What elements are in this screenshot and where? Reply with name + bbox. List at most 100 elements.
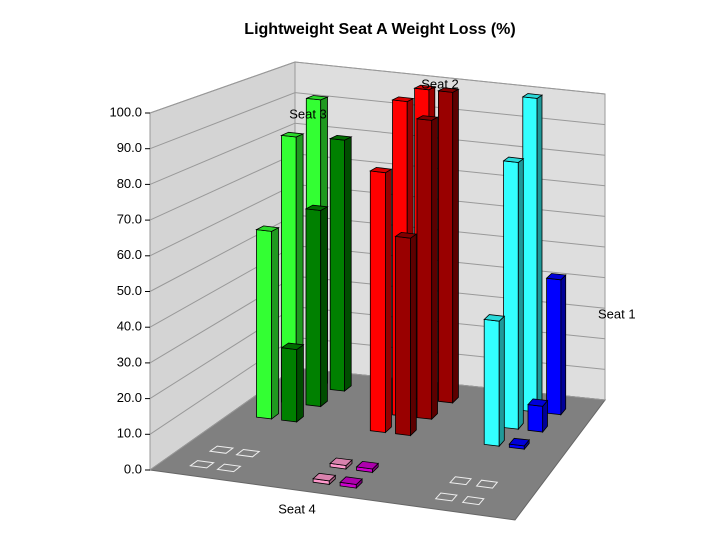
bar (434, 492, 458, 502)
bar (304, 204, 329, 408)
bar-top (280, 342, 305, 351)
y-tick-label: 70.0 (117, 212, 142, 227)
bar (475, 479, 499, 489)
grid-line (149, 122, 606, 185)
bar-top (545, 273, 567, 281)
bar-side (560, 274, 567, 416)
bar-side (271, 227, 279, 420)
bar (328, 134, 353, 392)
bar (437, 87, 460, 404)
bar-side (431, 116, 438, 421)
y-tick-label: 60.0 (117, 247, 142, 262)
bar (280, 342, 305, 423)
bar (527, 398, 549, 434)
bar (449, 476, 472, 486)
bar-top (394, 231, 418, 239)
bar (369, 166, 393, 434)
bar (279, 131, 305, 405)
bar (483, 314, 506, 448)
bar-front (527, 404, 544, 433)
y-tick-label: 10.0 (117, 426, 142, 441)
y-tick-label: 30.0 (117, 354, 142, 369)
bar (255, 225, 280, 420)
bar-top (521, 93, 544, 99)
bar (415, 115, 439, 421)
bar-top (329, 457, 353, 466)
bar-side (517, 158, 524, 431)
bar-top (475, 479, 499, 489)
bar-front (305, 208, 322, 407)
series-label: Seat 1 (598, 306, 636, 321)
bar-front (256, 229, 273, 420)
bar-front (369, 170, 386, 433)
bar-top (369, 166, 393, 174)
bar-front (503, 160, 519, 430)
bar (329, 457, 353, 470)
bar-front (281, 347, 298, 423)
series-label: Seat 4 (278, 501, 316, 516)
bar-top (415, 115, 439, 121)
bar-top (279, 131, 305, 138)
bar-top (339, 476, 363, 485)
y-tick-label: 80.0 (117, 176, 142, 191)
bar (216, 463, 242, 473)
bar-front (522, 96, 538, 413)
bar-top (508, 437, 530, 447)
bar (461, 495, 485, 506)
bar-side (536, 94, 543, 414)
grid-line (149, 92, 606, 150)
bar (312, 472, 337, 486)
bar (521, 93, 544, 414)
y-tick-label: 0.0 (124, 461, 142, 476)
y-tick-label: 90.0 (117, 140, 142, 155)
bar-top (434, 492, 458, 502)
bar-front (546, 277, 562, 416)
bar-top (413, 84, 437, 91)
bar-side (296, 344, 304, 423)
bar-top (483, 314, 506, 322)
bar-top (216, 463, 242, 473)
bar (189, 460, 215, 469)
bar (508, 437, 530, 451)
bar-side (410, 233, 417, 437)
bar (545, 273, 567, 416)
bar (208, 445, 235, 454)
bar (339, 476, 363, 490)
bar-side (498, 315, 505, 448)
bar-front (395, 235, 411, 437)
bar-top (391, 96, 415, 103)
chart-title: Lightweight Seat A Weight Loss (%) (244, 21, 515, 38)
grid-line (149, 61, 606, 114)
bar-side (344, 136, 352, 392)
bar-top (189, 460, 215, 469)
series-label: Seat 3 (289, 106, 327, 121)
bar-front (329, 138, 345, 392)
bar-front (483, 318, 500, 447)
bar (355, 460, 380, 474)
bar-side (320, 206, 328, 408)
bar-top (449, 476, 472, 486)
y-tick-label: 50.0 (117, 283, 142, 298)
bar-top (235, 448, 261, 458)
y-tick-label: 100.0 (109, 104, 142, 119)
bar-top (312, 472, 337, 482)
bar-front (416, 118, 433, 420)
bar-top (355, 460, 380, 470)
bar-top (437, 87, 460, 93)
y-tick-label: 40.0 (117, 319, 142, 334)
bar-top (461, 495, 485, 506)
bar-top (527, 398, 549, 407)
bar-top (208, 445, 235, 454)
bar (394, 231, 418, 437)
y-tick-label: 20.0 (117, 390, 142, 405)
bar-front (437, 90, 454, 404)
bar-top (306, 95, 330, 101)
bar-top (304, 204, 329, 211)
bar (502, 156, 525, 431)
series-label: Seat 2 (421, 76, 459, 91)
bar-top (502, 156, 525, 163)
bar-side (384, 168, 392, 434)
bar-top (255, 225, 280, 232)
